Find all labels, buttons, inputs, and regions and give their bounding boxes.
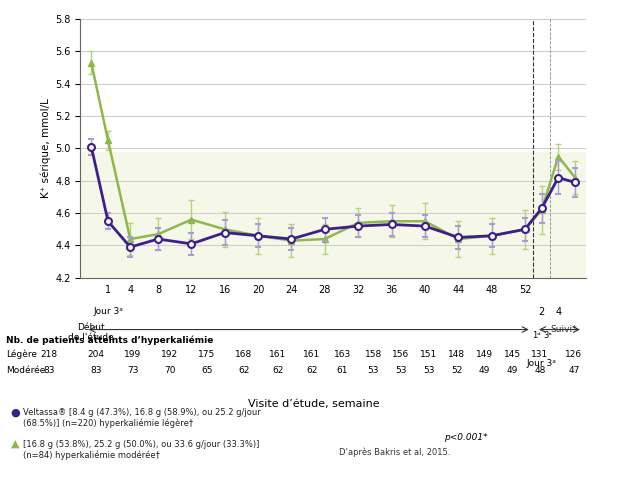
Text: 61: 61	[337, 366, 348, 376]
Text: 3ᵃ: 3ᵃ	[543, 331, 552, 340]
Text: 62: 62	[238, 366, 249, 376]
Text: 83: 83	[90, 366, 101, 376]
Text: ●: ●	[10, 407, 20, 417]
Text: 49: 49	[479, 366, 490, 376]
Text: 47: 47	[568, 366, 579, 376]
Text: 83: 83	[44, 366, 55, 376]
Text: 199: 199	[124, 350, 141, 359]
Text: 73: 73	[127, 366, 138, 376]
Text: Jour 3ᵃ: Jour 3ᵃ	[527, 359, 557, 368]
Text: 151: 151	[420, 350, 437, 359]
Text: 53: 53	[395, 366, 407, 376]
Text: 149: 149	[476, 350, 493, 359]
Text: p<0.001*: p<0.001*	[444, 433, 488, 443]
Text: 65: 65	[201, 366, 212, 376]
Text: 70: 70	[164, 366, 175, 376]
Text: 145: 145	[503, 350, 521, 359]
Text: 62: 62	[306, 366, 317, 376]
Text: 163: 163	[334, 350, 351, 359]
Text: 131: 131	[531, 350, 549, 359]
Text: 204: 204	[87, 350, 104, 359]
Text: Début
de l'étude: Début de l'étude	[68, 323, 114, 342]
Text: 126: 126	[565, 350, 582, 359]
Bar	[80, 152, 586, 278]
Text: 161: 161	[303, 350, 320, 359]
Text: ▲: ▲	[11, 438, 20, 448]
Text: 161: 161	[269, 350, 286, 359]
Text: 4: 4	[555, 307, 561, 317]
Text: D’après Bakris et al, 2015.: D’après Bakris et al, 2015.	[339, 448, 451, 457]
Y-axis label: K⁺ sérique, mmol/L: K⁺ sérique, mmol/L	[40, 99, 51, 198]
Text: Visite d’étude, semaine: Visite d’étude, semaine	[248, 399, 379, 409]
Text: 1ᵈ: 1ᵈ	[532, 331, 540, 340]
Text: 175: 175	[198, 350, 215, 359]
Text: 156: 156	[392, 350, 410, 359]
Text: 53: 53	[368, 366, 379, 376]
Text: Légère: Légère	[6, 350, 37, 359]
Text: 52: 52	[451, 366, 462, 376]
Text: 218: 218	[41, 350, 58, 359]
Text: Veltassa® [8.4 g (47.3%), 16.8 g (58.9%), ou 25.2 g/jour
(68.5%)] (n=220) hyperk: Veltassa® [8.4 g (47.3%), 16.8 g (58.9%)…	[23, 408, 261, 428]
Text: Jour 3ᵃ: Jour 3ᵃ	[93, 307, 123, 316]
Text: 49: 49	[507, 366, 518, 376]
Text: 53: 53	[423, 366, 434, 376]
Text: [16.8 g (53.8%), 25.2 g (50.0%), ou 33.6 g/jour (33.3%)]
(n=84) hyperkaliémie mo: [16.8 g (53.8%), 25.2 g (50.0%), ou 33.6…	[23, 440, 260, 460]
Text: 158: 158	[365, 350, 382, 359]
Text: Modérée: Modérée	[6, 366, 46, 376]
Text: Suivi*: Suivi*	[550, 325, 577, 334]
Text: 48: 48	[534, 366, 545, 376]
Text: Nb. de patients atteints d’hyperkaliémie: Nb. de patients atteints d’hyperkaliémie	[6, 335, 213, 345]
Text: 62: 62	[272, 366, 283, 376]
Text: 192: 192	[161, 350, 178, 359]
Text: 148: 148	[448, 350, 465, 359]
Text: 2: 2	[539, 307, 545, 317]
Text: 168: 168	[235, 350, 252, 359]
